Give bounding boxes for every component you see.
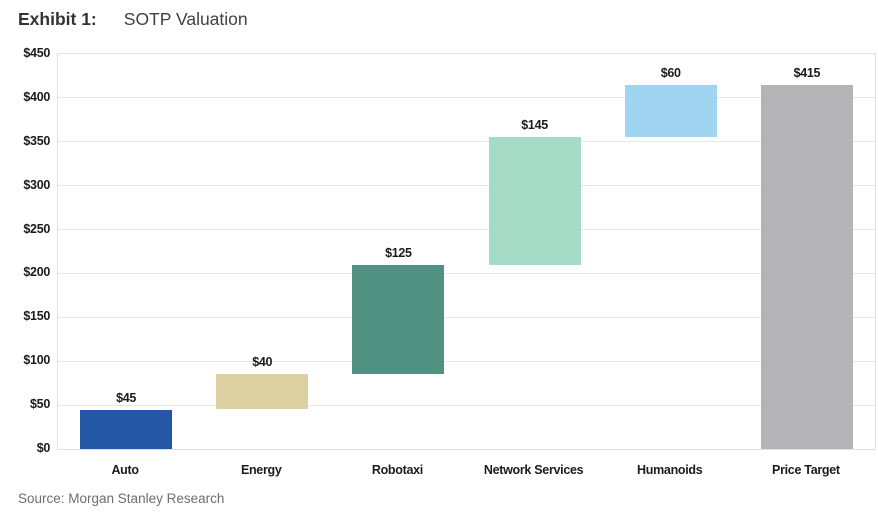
gridline <box>58 185 875 187</box>
gridline <box>58 404 875 406</box>
y-tick-label: $50 <box>30 397 50 412</box>
y-tick-label: $400 <box>23 89 50 104</box>
y-tick-label: $250 <box>23 221 50 236</box>
gridline <box>58 272 875 274</box>
y-tick-label: $150 <box>23 309 50 324</box>
gridline <box>58 360 875 362</box>
chart-title: SOTP Valuation <box>123 9 248 29</box>
gridline <box>58 229 875 231</box>
plot-area: $45 $40 $125 $145 $60 $415 <box>57 53 876 450</box>
x-tick-label: Robotaxi <box>371 463 423 477</box>
y-axis: $0 $50 $100 $150 $200 $250 $300 $350 $400 $450 <box>0 46 50 455</box>
bar-robotaxi <box>352 264 445 375</box>
y-tick-label: $0 <box>36 441 51 455</box>
y-tick-label: $100 <box>23 353 50 368</box>
gridline <box>58 97 875 99</box>
bar-energy <box>216 374 309 410</box>
y-tick-label: $200 <box>23 265 50 280</box>
bar-value-label: $60 <box>660 65 681 80</box>
exhibit-label: Exhibit 1: <box>18 9 97 29</box>
bar-price-target <box>760 84 853 449</box>
bar-value-label: $45 <box>116 390 137 405</box>
source-attribution: Source: Morgan Stanley Research <box>18 491 225 506</box>
bar-network-services <box>488 137 581 265</box>
y-tick-label: $350 <box>23 133 50 148</box>
bar-value-label: $125 <box>385 245 412 260</box>
x-tick-label: Price Target <box>772 463 840 477</box>
x-tick-label: Energy <box>240 463 282 477</box>
bar-value-label: $415 <box>793 65 821 80</box>
bar-auto <box>80 409 173 449</box>
bar-humanoids <box>624 84 717 138</box>
x-tick-label: Auto <box>111 463 139 477</box>
y-tick-label: $450 <box>23 46 50 60</box>
gridline <box>58 141 875 143</box>
x-axis: Auto Energy Robotaxi Network Services Humano… <box>57 462 876 482</box>
gridline <box>58 316 875 318</box>
bar-value-label: $40 <box>252 355 273 370</box>
bar-value-label: $145 <box>521 118 548 133</box>
figure-title-row: Exhibit 1: SOTP Valuation <box>18 9 248 30</box>
x-tick-label: Humanoids <box>637 463 703 477</box>
y-tick-label: $300 <box>23 177 50 192</box>
x-tick-label: Network Services <box>483 463 584 477</box>
